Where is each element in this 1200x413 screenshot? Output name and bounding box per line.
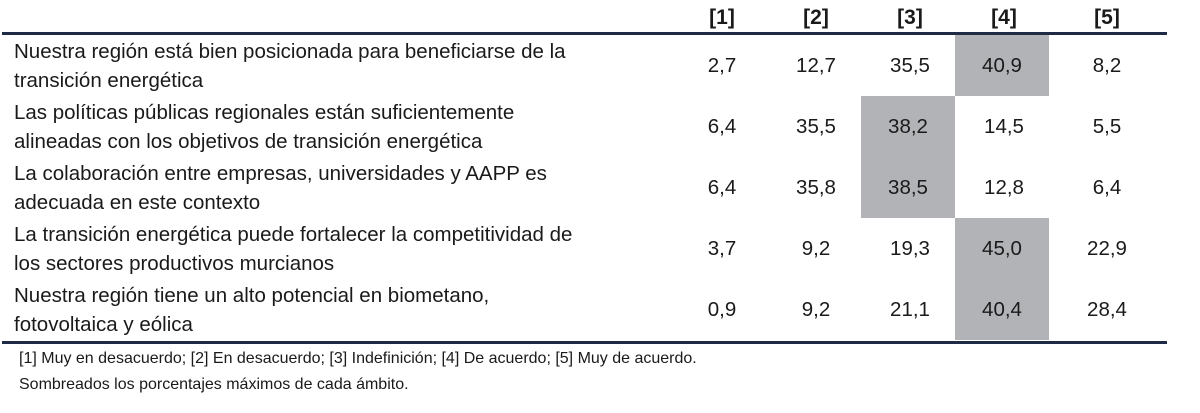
value-cell: 22,9: [1087, 237, 1127, 260]
table-row: Nuestra región tiene un alto potencial e…: [0, 279, 1165, 340]
row-label-line2: los sectores productivos murcianos: [14, 252, 335, 275]
value-cell-max: 38,2: [861, 96, 955, 157]
column-header-2: [2]: [803, 6, 829, 29]
column-header-4: [4]: [991, 6, 1017, 29]
value-cell: 6,4: [707, 115, 737, 138]
value-cell: 12,7: [796, 54, 836, 77]
value-cell-max: 40,9: [955, 35, 1049, 96]
column-header-1: [1]: [709, 6, 735, 29]
value-cell: 19,3: [890, 237, 930, 260]
row-label-line2: transición energética: [14, 69, 204, 92]
value-cell: 6,4: [1092, 176, 1122, 199]
table-row: La colaboración entre empresas, universi…: [0, 157, 1165, 218]
row-label-line1: Las políticas públicas regionales están …: [14, 101, 515, 124]
value-cell: 0,9: [707, 298, 737, 321]
column-header-5: [5]: [1094, 6, 1120, 29]
row-label: La transición energética puede fortalece…: [14, 220, 664, 278]
top-rule: [2, 32, 1167, 35]
row-label-line2: fotovoltaica y eólica: [14, 313, 193, 336]
value-cell: 35,5: [796, 115, 836, 138]
value-cell: 3,7: [707, 237, 737, 260]
scale-legend: [1] Muy en desacuerdo; [2] En desacuerdo…: [19, 350, 697, 367]
value-cell: 5,5: [1092, 115, 1122, 138]
value-cell: 6,4: [707, 176, 737, 199]
table-row: Nuestra región está bien posicionada par…: [0, 35, 1165, 96]
value-cell: 9,2: [801, 298, 831, 321]
value-cell: 12,8: [984, 176, 1024, 199]
value-cell: 35,8: [796, 176, 836, 199]
value-cell: 8,2: [1092, 54, 1122, 77]
row-label-line1: La transición energética puede fortalece…: [14, 223, 573, 246]
row-label-line1: Nuestra región tiene un alto potencial e…: [14, 284, 490, 307]
row-label: Las políticas públicas regionales están …: [14, 98, 664, 156]
value-cell: 28,4: [1087, 298, 1127, 321]
value-cell-max: 40,4: [955, 279, 1049, 340]
value-cell-max: 38,5: [861, 157, 955, 218]
row-label: Nuestra región tiene un alto potencial e…: [14, 281, 664, 339]
row-label-line2: adecuada en este contexto: [14, 191, 261, 214]
value-cell: 9,2: [801, 237, 831, 260]
value-cell-max: 45,0: [955, 218, 1049, 279]
table-row: La transición energética puede fortalece…: [0, 218, 1165, 279]
row-label-line2: alineadas con los objetivos de transició…: [14, 130, 483, 153]
column-header-3: [3]: [897, 6, 923, 29]
table-row: Las políticas públicas regionales están …: [0, 96, 1165, 157]
row-label: La colaboración entre empresas, universi…: [14, 159, 664, 217]
row-label-line1: Nuestra región está bien posicionada par…: [14, 40, 566, 63]
value-cell: 2,7: [707, 54, 737, 77]
table-notes: [1] Muy en desacuerdo; [2] En desacuerdo…: [19, 346, 697, 398]
value-cell: 35,5: [890, 54, 930, 77]
shading-note: Sombreados los porcentajes máximos de ca…: [19, 376, 409, 393]
bottom-rule: [2, 341, 1167, 344]
value-cell: 14,5: [984, 115, 1024, 138]
row-label-line1: La colaboración entre empresas, universi…: [14, 162, 547, 185]
row-label: Nuestra región está bien posicionada par…: [14, 37, 664, 95]
value-cell: 21,1: [890, 298, 930, 321]
